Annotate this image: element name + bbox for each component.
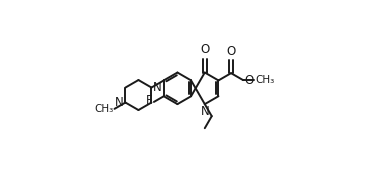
Text: O: O xyxy=(200,43,210,56)
Text: N: N xyxy=(201,105,209,118)
Text: O: O xyxy=(244,74,253,87)
Text: O: O xyxy=(227,45,236,58)
Text: F: F xyxy=(146,94,152,107)
Text: N: N xyxy=(115,96,123,109)
Text: CH₃: CH₃ xyxy=(94,104,113,114)
Text: N: N xyxy=(153,81,162,94)
Text: CH₃: CH₃ xyxy=(255,75,275,85)
